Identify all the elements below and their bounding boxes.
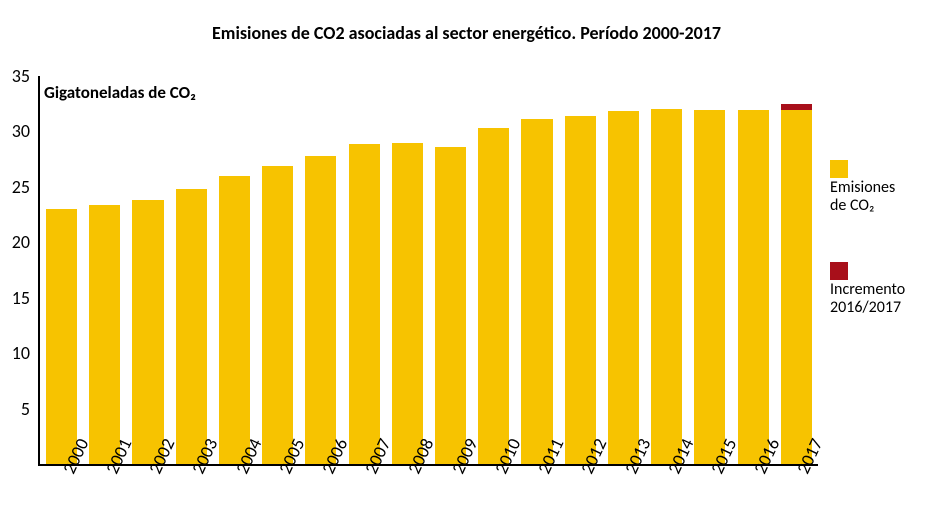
bar-emissions	[781, 110, 812, 464]
bar-emissions	[132, 200, 163, 464]
co2-emissions-chart: Emisiones de CO2 asociadas al sector ene…	[0, 0, 933, 530]
y-tick-label: 25	[12, 176, 40, 198]
y-tick-label: 20	[12, 231, 40, 253]
bar-slot	[46, 76, 77, 464]
bar-slot	[262, 76, 293, 464]
y-tick-label: 35	[12, 65, 40, 87]
y-tick-label: 5	[21, 398, 40, 420]
bar-emissions	[738, 110, 769, 464]
bar-slot	[694, 76, 725, 464]
bar-slot	[565, 76, 596, 464]
y-tick-label: 15	[12, 287, 40, 309]
bar-emissions	[608, 111, 639, 464]
bar-slot	[392, 76, 423, 464]
bar-emissions	[349, 144, 380, 464]
legend-label: Emisiones	[830, 179, 905, 197]
bar-emissions	[176, 189, 207, 464]
bar-slot	[521, 76, 552, 464]
bar-slot	[651, 76, 682, 464]
legend-label: de CO₂	[830, 197, 905, 215]
legend-item: Emisionesde CO₂	[830, 160, 905, 216]
bar-slot	[435, 76, 466, 464]
bar-emissions	[219, 176, 250, 464]
bar-emissions	[305, 156, 336, 464]
bar-slot	[176, 76, 207, 464]
bar-emissions	[651, 109, 682, 464]
y-tick-label: 10	[12, 342, 40, 364]
legend-label: Incremento	[830, 281, 905, 299]
bar-slot	[305, 76, 336, 464]
bar-emissions	[46, 209, 77, 464]
plot-area: 5101520253035200020012002200320042005200…	[38, 76, 818, 466]
legend-label: 2016/2017	[830, 299, 905, 317]
bar-slot	[478, 76, 509, 464]
bar-slot	[89, 76, 120, 464]
bar-emissions	[521, 119, 552, 464]
bar-emissions	[89, 205, 120, 464]
legend-swatch	[830, 262, 848, 280]
bar-emissions	[478, 128, 509, 464]
bar-slot	[132, 76, 163, 464]
legend-swatch	[830, 160, 848, 178]
bar-emissions	[565, 116, 596, 464]
chart-title: Emisiones de CO2 asociadas al sector ene…	[0, 22, 933, 44]
bar-slot	[349, 76, 380, 464]
legend: Emisionesde CO₂ Incremento2016/2017	[830, 160, 905, 364]
bar-increment	[781, 104, 812, 111]
bar-emissions	[694, 110, 725, 464]
bar-emissions	[435, 147, 466, 464]
y-tick-label: 30	[12, 120, 40, 142]
bar-slot	[219, 76, 250, 464]
bar-slot	[608, 76, 639, 464]
legend-item: Incremento2016/2017	[830, 262, 905, 318]
bar-emissions	[392, 143, 423, 464]
bar-emissions	[262, 166, 293, 464]
bar-slot	[781, 76, 812, 464]
bar-slot	[738, 76, 769, 464]
